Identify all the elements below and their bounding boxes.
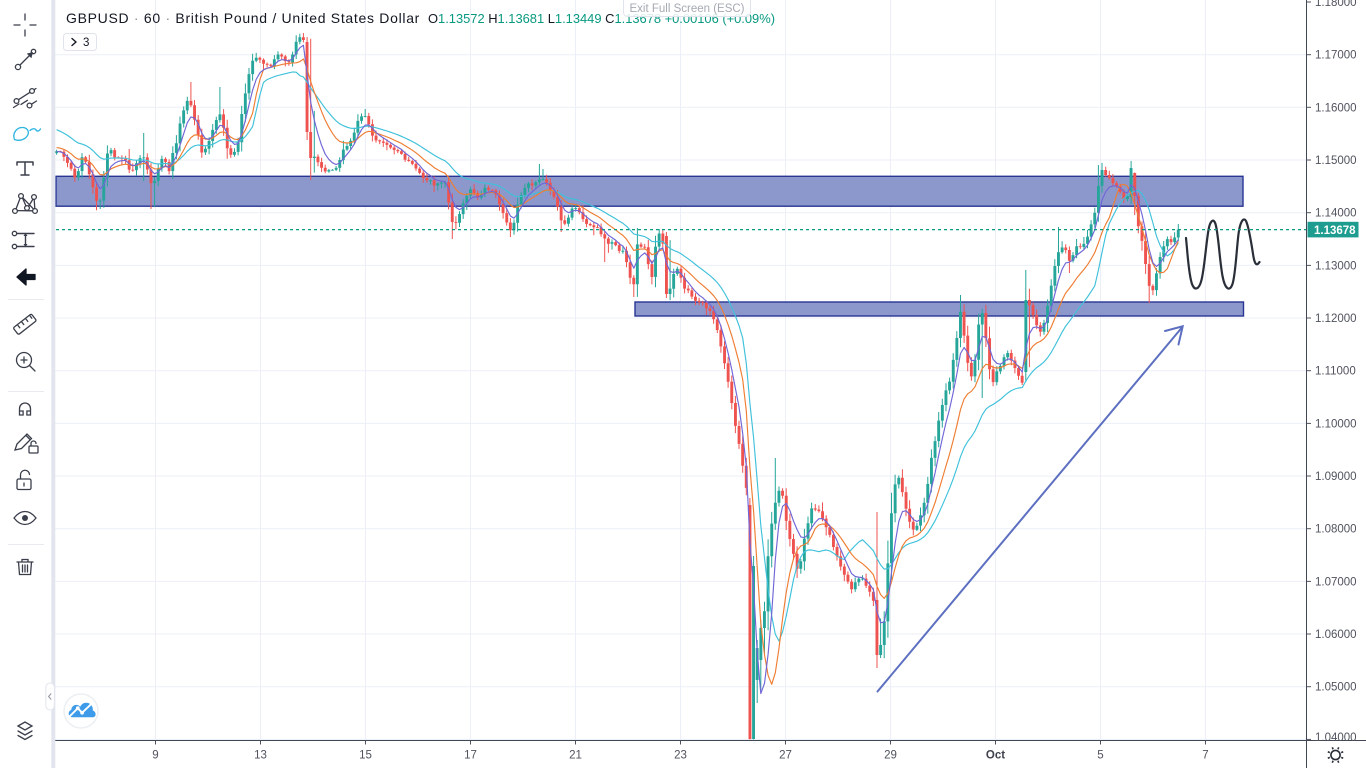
svg-text:1.08000: 1.08000 — [1315, 524, 1357, 536]
svg-text:17: 17 — [464, 750, 477, 762]
svg-text:27: 27 — [779, 750, 792, 762]
svg-text:13: 13 — [254, 750, 267, 762]
svg-text:29: 29 — [884, 750, 897, 762]
svg-text:1.06000: 1.06000 — [1315, 629, 1357, 641]
svg-text:1.18000: 1.18000 — [1315, 0, 1357, 9]
svg-text:7: 7 — [1202, 750, 1208, 762]
svg-text:1.09000: 1.09000 — [1315, 471, 1357, 483]
svg-text:1.11000: 1.11000 — [1315, 366, 1356, 378]
svg-text:1.16000: 1.16000 — [1315, 102, 1357, 114]
svg-text:23: 23 — [674, 750, 687, 762]
svg-text:1.04000: 1.04000 — [1315, 732, 1357, 744]
svg-text:Exit Full Screen (ESC): Exit Full Screen (ESC) — [629, 3, 744, 15]
svg-text:9: 9 — [152, 750, 158, 762]
svg-text:1.05000: 1.05000 — [1315, 682, 1357, 694]
svg-text:1.15000: 1.15000 — [1315, 155, 1357, 167]
svg-text:1.14000: 1.14000 — [1315, 208, 1357, 220]
svg-text:1.13678: 1.13678 — [1314, 225, 1356, 237]
svg-text:1.13000: 1.13000 — [1315, 260, 1357, 272]
svg-text:Oct: Oct — [986, 750, 1005, 762]
svg-text:1.10000: 1.10000 — [1315, 418, 1357, 430]
svg-text:15: 15 — [359, 750, 372, 762]
svg-text:21: 21 — [569, 750, 582, 762]
svg-text:5: 5 — [1097, 750, 1103, 762]
svg-text:1.12000: 1.12000 — [1315, 313, 1357, 325]
svg-text:1.07000: 1.07000 — [1315, 576, 1357, 588]
svg-text:GBPUSD · 60 · British Pound /: GBPUSD · 60 · British Pound / United Sta… — [66, 10, 420, 26]
svg-text:1.17000: 1.17000 — [1315, 50, 1357, 62]
svg-text:3: 3 — [83, 37, 89, 49]
